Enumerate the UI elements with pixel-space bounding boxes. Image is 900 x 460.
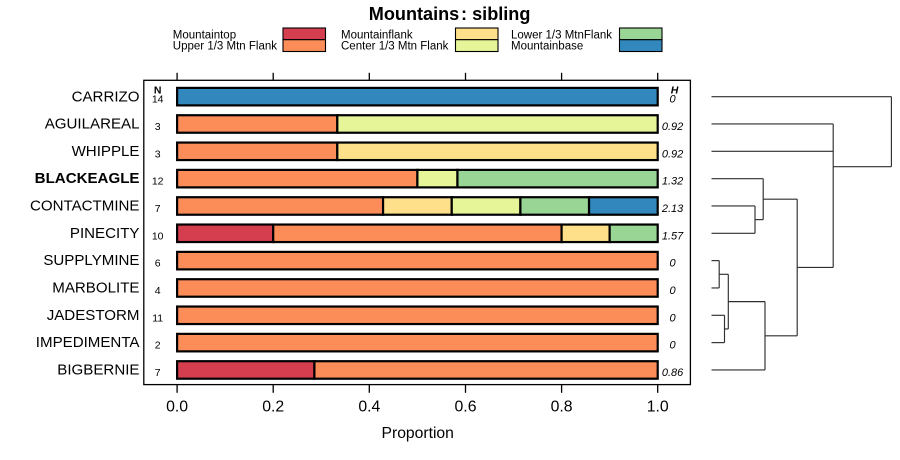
svg-text:14: 14: [152, 93, 164, 105]
svg-text:7: 7: [155, 203, 161, 215]
svg-text:SUPPLYMINE: SUPPLYMINE: [43, 252, 139, 269]
svg-text:0.92: 0.92: [662, 148, 683, 160]
svg-text:Proportion: Proportion: [382, 425, 454, 442]
svg-text:7: 7: [155, 367, 161, 379]
svg-text:10: 10: [152, 230, 164, 242]
svg-text:11: 11: [152, 312, 163, 324]
svg-text:Mountaintop: Mountaintop: [173, 29, 236, 41]
svg-text:Mountainflank: Mountainflank: [341, 29, 413, 41]
svg-text:1.0: 1.0: [647, 399, 669, 416]
svg-text:6: 6: [155, 258, 161, 270]
svg-text:1.57: 1.57: [662, 230, 684, 242]
svg-text:N: N: [154, 84, 162, 96]
svg-text:3: 3: [155, 121, 161, 133]
svg-text:0.4: 0.4: [358, 399, 380, 416]
svg-text:Upper 1/3 Mtn Flank: Upper 1/3 Mtn Flank: [173, 41, 277, 53]
svg-text:0: 0: [670, 258, 677, 270]
svg-text:1.32: 1.32: [662, 176, 683, 188]
svg-text:WHIPPLE: WHIPPLE: [72, 143, 140, 160]
svg-text:2.13: 2.13: [661, 203, 684, 215]
svg-text:Lower 1/3 MtnFlank: Lower 1/3 MtnFlank: [511, 29, 612, 41]
svg-text:0.8: 0.8: [551, 399, 573, 416]
svg-text:0.6: 0.6: [455, 399, 477, 416]
svg-text:PINECITY: PINECITY: [70, 225, 140, 242]
svg-text:0.92: 0.92: [662, 121, 683, 133]
svg-text:0.2: 0.2: [262, 399, 284, 416]
svg-text:0: 0: [670, 340, 677, 352]
svg-text:BLACKEAGLE: BLACKEAGLE: [35, 170, 140, 187]
svg-text:AGUILAREAL: AGUILAREAL: [45, 116, 140, 133]
svg-text:H: H: [671, 84, 679, 96]
svg-text:Center 1/3 Mtn Flank: Center 1/3 Mtn Flank: [341, 41, 449, 53]
svg-text:Mountains: sibling: Mountains: sibling: [369, 4, 531, 24]
svg-text:JADESTORM: JADESTORM: [47, 307, 140, 324]
svg-text:0: 0: [670, 285, 677, 297]
svg-text:4: 4: [155, 285, 161, 297]
svg-text:12: 12: [152, 176, 164, 188]
svg-text:3: 3: [155, 148, 161, 160]
svg-text:0.0: 0.0: [166, 399, 188, 416]
svg-text:MARBOLITE: MARBOLITE: [52, 280, 139, 297]
svg-text:2: 2: [155, 340, 161, 352]
svg-text:0: 0: [670, 94, 677, 106]
svg-text:BIGBERNIE: BIGBERNIE: [57, 362, 139, 379]
svg-text:Mountainbase: Mountainbase: [511, 41, 583, 53]
svg-text:IMPEDIMENTA: IMPEDIMENTA: [36, 334, 141, 351]
svg-text:CARRIZO: CARRIZO: [72, 88, 140, 105]
svg-text:0.86: 0.86: [662, 367, 684, 379]
svg-text:CONTACTMINE: CONTACTMINE: [30, 198, 140, 215]
svg-text:0: 0: [670, 312, 677, 324]
